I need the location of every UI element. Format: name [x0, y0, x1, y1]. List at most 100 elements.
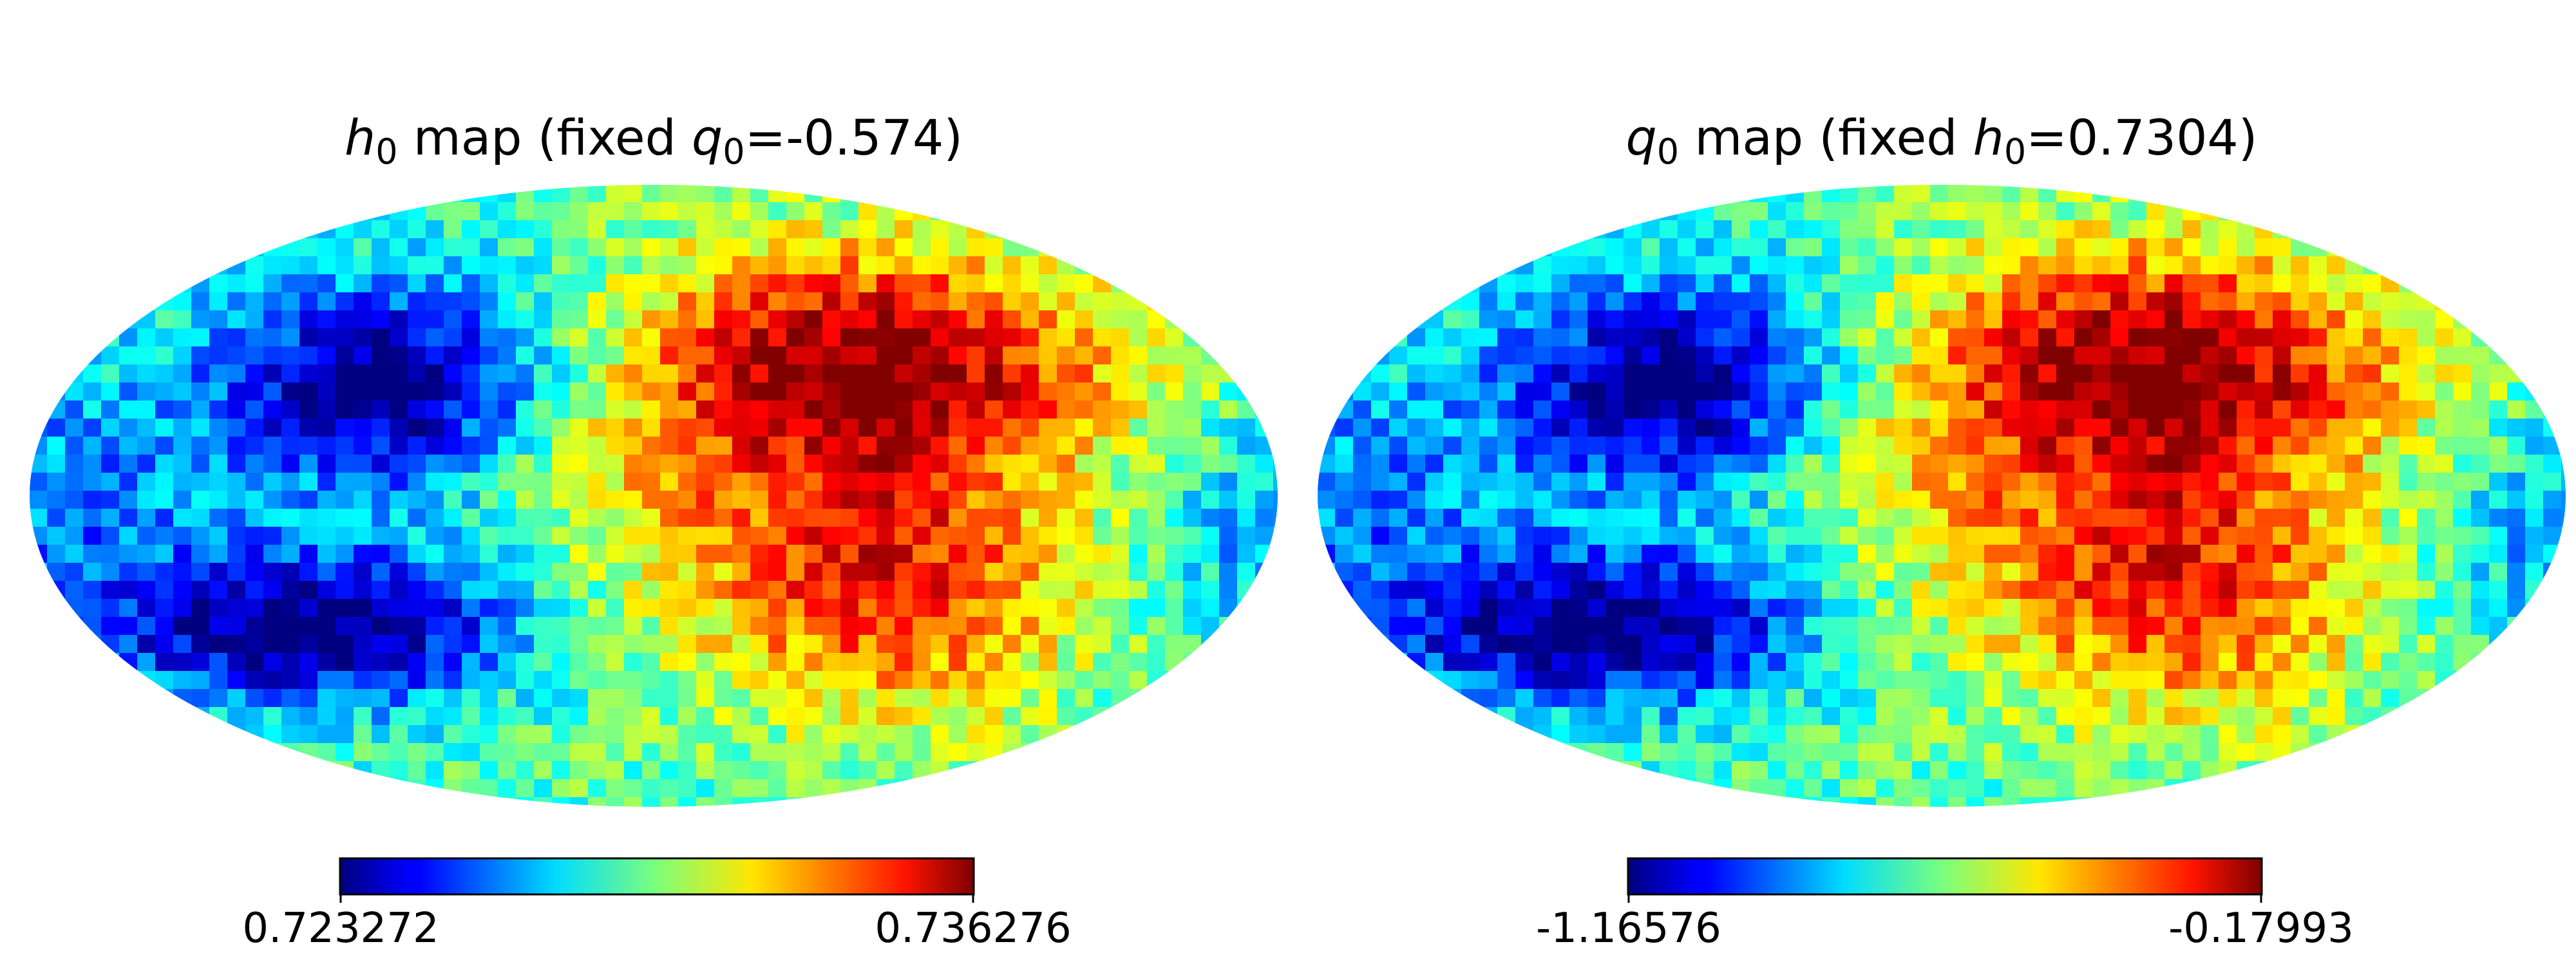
map-pixel: [1515, 635, 1534, 654]
map-pixel: [1201, 328, 1220, 347]
map-pixel: [2363, 563, 2382, 581]
map-pixel: [2074, 527, 2093, 545]
map-pixel: [119, 437, 138, 455]
map-pixel: [1984, 419, 2003, 437]
map-pixel: [1624, 256, 1642, 275]
map-pixel: [1129, 419, 1148, 437]
map-pixel: [1183, 635, 1202, 654]
map-pixel: [895, 527, 913, 545]
map-pixel: [931, 328, 949, 347]
map-pixel: [1678, 509, 1696, 527]
map-pixel: [408, 635, 426, 654]
map-pixel: [606, 238, 625, 257]
map-pixel: [1317, 419, 1336, 437]
map-pixel: [1804, 545, 1823, 563]
map-pixel: [1605, 509, 1624, 527]
map-pixel: [624, 671, 643, 690]
map-pixel: [209, 617, 228, 636]
map-pixel: [2183, 689, 2201, 708]
map-pixel: [2038, 635, 2057, 654]
map-pixel: [209, 599, 228, 618]
map-pixel: [1840, 455, 1859, 473]
map-pixel: [263, 455, 282, 473]
map-pixel: [444, 635, 462, 654]
map-pixel: [2327, 256, 2345, 275]
map-pixel: [2543, 491, 2562, 509]
map-pixel: [2453, 346, 2472, 365]
map-pixel: [1111, 382, 1130, 401]
map-pixel: [1021, 563, 1039, 581]
map-pixel: [804, 509, 823, 527]
map-pixel: [173, 401, 192, 419]
map-pixel: [678, 671, 697, 690]
map-pixel: [2002, 581, 2021, 599]
map-pixel: [732, 382, 751, 401]
map-pixel: [534, 581, 553, 599]
map-pixel: [1894, 238, 1913, 257]
map-pixel: [714, 743, 733, 762]
map-pixel: [786, 382, 805, 401]
map-pixel: [1219, 491, 1238, 509]
map-pixel: [858, 238, 877, 257]
map-pixel: [2345, 274, 2363, 293]
map-pixel: [2237, 401, 2255, 419]
map-pixel: [155, 689, 174, 708]
map-pixel: [949, 635, 967, 654]
map-pixel: [985, 725, 1003, 744]
map-pixel: [624, 256, 643, 275]
map-pixel: [65, 581, 84, 599]
map-pixel: [768, 382, 787, 401]
map-pixel: [768, 328, 787, 347]
map-pixel: [137, 563, 156, 581]
map-pixel: [1930, 563, 1949, 581]
map-pixel: [317, 238, 336, 257]
map-pixel: [2255, 310, 2273, 329]
map-pixel: [1804, 473, 1823, 491]
map-pixel: [1183, 491, 1202, 509]
map-pixel: [642, 743, 661, 762]
map-pixel: [552, 779, 571, 798]
map-pixel: [2092, 437, 2111, 455]
map-pixel: [1840, 761, 1859, 780]
map-pixel: [1255, 473, 1274, 491]
map-pixel: [1111, 455, 1130, 473]
map-pixel: [876, 274, 895, 293]
map-pixel: [245, 455, 264, 473]
map-pixel: [714, 238, 733, 257]
map-pixel: [2507, 382, 2526, 401]
map-pixel: [2038, 617, 2057, 636]
map-pixel: [1876, 274, 1895, 293]
map-pixel: [1587, 455, 1606, 473]
map-pixel: [1551, 635, 1570, 654]
map-pixel: [1479, 581, 1498, 599]
map-pixel: [155, 473, 174, 491]
map-pixel: [101, 545, 120, 563]
map-pixel: [1678, 238, 1696, 257]
map-pixel: [1183, 599, 1202, 618]
map-pixel: [1219, 473, 1238, 491]
map-pixel: [2309, 328, 2327, 347]
map-pixel: [678, 401, 697, 419]
map-pixel: [1515, 689, 1534, 708]
map-pixel: [372, 455, 390, 473]
map-pixel: [913, 617, 931, 636]
map-pixel: [1948, 184, 1967, 203]
map-pixel: [1840, 238, 1859, 257]
map-pixel: [2363, 671, 2382, 690]
map-pixel: [2146, 671, 2165, 690]
map-pixel: [1876, 725, 1895, 744]
map-pixel: [606, 581, 625, 599]
map-pixel: [2128, 364, 2147, 383]
map-pixel: [480, 328, 498, 347]
map-pixel: [498, 328, 516, 347]
map-pixel: [2201, 310, 2219, 329]
map-pixel: [1165, 419, 1184, 437]
map-pixel: [2381, 581, 2400, 599]
map-pixel: [1804, 455, 1823, 473]
map-pixel: [1894, 725, 1913, 744]
map-pixel: [1443, 581, 1462, 599]
map-pixel: [1003, 401, 1021, 419]
map-pixel: [1678, 563, 1696, 581]
map-pixel: [2345, 563, 2363, 581]
map-pixel: [336, 725, 354, 744]
